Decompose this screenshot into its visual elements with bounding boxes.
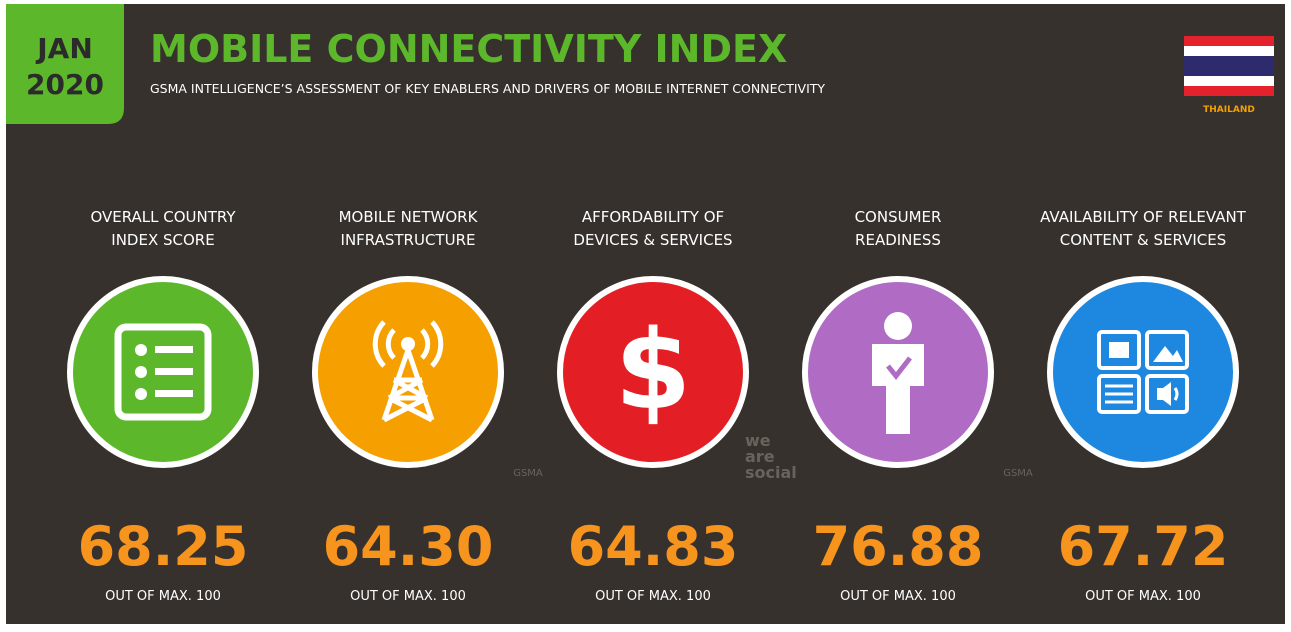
icon-part [1153, 346, 1183, 362]
metric-column: AVAILABILITY OF RELEVANT CONTENT & SERVIC… [1040, 208, 1247, 604]
year: 2020 [26, 68, 104, 101]
metric-value: 76.88 [813, 515, 984, 578]
metric-label: OVERALL COUNTRY [90, 208, 236, 226]
country: THAILAND [1203, 105, 1255, 115]
metric-label: READINESS [855, 231, 941, 249]
icon-part [1173, 387, 1179, 401]
metric-column: MOBILE NETWORK INFRASTRUCTURE 64.30 OUT OF … [312, 208, 504, 604]
icon-part [135, 344, 147, 356]
icon-part [1145, 330, 1189, 370]
icon-part [1105, 384, 1133, 404]
icon-part [135, 388, 147, 400]
metric-label: CONSUMER [855, 208, 942, 226]
metric-label: AVAILABILITY OF RELEVANT [1040, 208, 1247, 226]
metric-icon [872, 312, 924, 434]
metric-value: 64.30 [323, 515, 494, 578]
icon-part [401, 337, 415, 351]
metric-label: MOBILE NETWORK [339, 208, 479, 226]
metric-icon [114, 323, 212, 421]
metric-circle [312, 276, 504, 468]
metric-icon [1097, 330, 1189, 414]
icon-part [135, 366, 147, 378]
metric-note: OUT OF MAX. 100 [350, 589, 466, 604]
icon-part [155, 390, 193, 397]
icon-part [886, 356, 912, 381]
metric-label: INDEX SCORE [111, 231, 214, 249]
metric-label: DEVICES & SERVICES [573, 231, 732, 249]
metric-label: INFRASTRUCTURE [341, 231, 476, 249]
icon-part [114, 323, 212, 421]
watermark: GSMA [1003, 468, 1033, 479]
icon-part [155, 346, 193, 353]
subtitle: GSMA INTELLIGENCE’S ASSESSMENT OF KEY EN… [150, 81, 825, 96]
metric-column: AFFORDABILITY OF DEVICES & SERVICES $64.83… [557, 208, 749, 604]
icon-part [381, 349, 435, 423]
watermark: GSMA [513, 468, 543, 479]
metric-circle [1047, 276, 1239, 468]
metric-label: AFFORDABILITY OF [582, 208, 724, 226]
icon-part [872, 344, 924, 434]
watermark: social [745, 463, 797, 482]
date-tab [6, 4, 124, 124]
icon-part: $ [615, 306, 692, 434]
icon-part [1145, 374, 1189, 414]
icon-part [884, 312, 912, 340]
watermark: are [745, 447, 775, 466]
icon-part [372, 320, 444, 368]
icon-part [1097, 330, 1141, 370]
flag [1184, 36, 1274, 96]
metric-circle [557, 276, 749, 468]
month: JAN [35, 32, 93, 65]
metric-note: OUT OF MAX. 100 [840, 589, 956, 604]
icon-part [1157, 382, 1171, 406]
metric-note: OUT OF MAX. 100 [1085, 589, 1201, 604]
metric-label: CONTENT & SERVICES [1060, 231, 1227, 249]
metric-value: 64.83 [568, 515, 739, 578]
icon-part [1109, 342, 1129, 358]
metric-note: OUT OF MAX. 100 [105, 589, 221, 604]
watermark: we [745, 431, 771, 450]
metric-icon [372, 320, 444, 423]
metric-column: CONSUMER READINESS 76.88 OUT OF MAX. 100 [802, 208, 994, 604]
metric-value: 67.72 [1058, 515, 1229, 578]
icon-part [1097, 374, 1141, 414]
metric-icon: $ [615, 306, 692, 434]
metric-note: OUT OF MAX. 100 [595, 589, 711, 604]
title: MOBILE CONNECTIVITY INDEX [150, 27, 787, 71]
metric-value: 68.25 [78, 515, 249, 578]
metric-column: OVERALL COUNTRY INDEX SCORE 68.25 OUT OF MA… [67, 208, 259, 604]
icon-part [155, 368, 193, 375]
